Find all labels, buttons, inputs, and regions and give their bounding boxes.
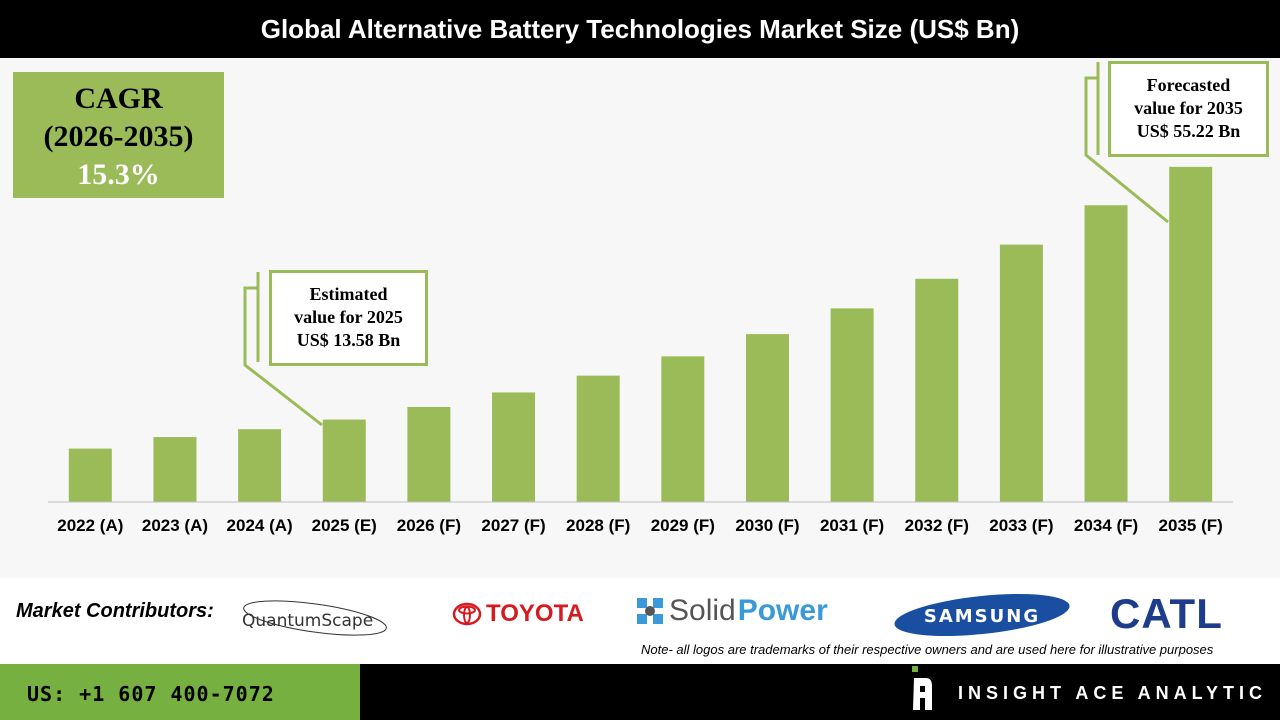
bar-2032-f- bbox=[915, 278, 959, 502]
bar-2024-a- bbox=[238, 429, 282, 502]
svg-text:QuantumScape: QuantumScape bbox=[242, 611, 373, 631]
svg-text:SAMSUNG: SAMSUNG bbox=[924, 606, 1040, 627]
samsung-logo: SAMSUNG bbox=[893, 593, 1071, 642]
x-tick-label: 2023 (A) bbox=[142, 516, 208, 535]
forecasted-leader-line bbox=[1084, 76, 1169, 224]
toyota-logo: TOYOTA bbox=[452, 600, 584, 628]
x-tick-label: 2031 (F) bbox=[820, 516, 884, 535]
brand-name: INSIGHT ACE ANALYTIC bbox=[958, 683, 1268, 703]
market-contributors: Market Contributors: QuantumScape TOYOTA… bbox=[0, 578, 1280, 664]
estimated-callout: Estimated value for 2025 US$ 13.58 Bn bbox=[269, 270, 428, 366]
bar-2031-f- bbox=[830, 308, 874, 502]
x-tick-label: 2029 (F) bbox=[651, 516, 715, 535]
cagr-box: CAGR (2026-2035) 15.3% bbox=[13, 72, 224, 198]
bar-2035-f- bbox=[1169, 166, 1213, 503]
x-tick-label: 2024 (A) bbox=[227, 516, 293, 535]
bar-2033-f- bbox=[999, 244, 1043, 502]
solid-text: Solid bbox=[669, 594, 736, 627]
cagr-period: (2026-2035) bbox=[43, 120, 194, 153]
x-tick-label: 2028 (F) bbox=[566, 516, 630, 535]
phone-number[interactable]: US: +1 607 400-7072 bbox=[0, 664, 360, 720]
x-tick-label: 2035 (F) bbox=[1159, 516, 1223, 535]
callout-line: US$ 55.22 Bn bbox=[1136, 121, 1241, 141]
catl-logo: CATL bbox=[1110, 590, 1223, 637]
x-tick-label: 2034 (F) bbox=[1074, 516, 1138, 535]
x-tick-label: 2026 (F) bbox=[397, 516, 461, 535]
x-tick-label: 2027 (F) bbox=[481, 516, 545, 535]
bar-2025-e- bbox=[322, 419, 366, 502]
logo-disclaimer: Note- all logos are trademarks of their … bbox=[641, 642, 1214, 657]
chart-title: Global Alternative Battery Technologies … bbox=[0, 0, 1280, 58]
bar-2030-f- bbox=[745, 334, 789, 502]
cagr-label: CAGR bbox=[74, 82, 163, 115]
bar-2029-f- bbox=[661, 356, 705, 502]
x-tick-label: 2032 (F) bbox=[905, 516, 969, 535]
bar-chart: 2022 (A) 2023 (A) 2024 (A) 2025 (E) 2026 (F)… bbox=[48, 62, 1233, 535]
solid-power-logo: Solid Power bbox=[637, 594, 828, 628]
solid-power-emblem-icon bbox=[637, 598, 663, 624]
footer-bar: INSIGHT ACE ANALYTIC bbox=[360, 664, 1280, 720]
callout-line: value for 2025 bbox=[294, 307, 403, 327]
callout-line: Estimated bbox=[309, 284, 388, 304]
forecasted-callout: Forecasted value for 2035 US$ 55.22 Bn bbox=[1108, 61, 1269, 157]
toyota-text: TOYOTA bbox=[486, 600, 584, 627]
power-text: Power bbox=[737, 594, 828, 627]
insight-ace-logo-icon bbox=[912, 666, 932, 710]
callout-line: Forecasted bbox=[1146, 75, 1231, 95]
x-tick-label: 2033 (F) bbox=[989, 516, 1053, 535]
bar-2026-f- bbox=[407, 406, 451, 502]
contributors-label: Market Contributors: bbox=[16, 600, 214, 622]
bar-2034-f- bbox=[1084, 205, 1128, 502]
bar-2028-f- bbox=[576, 375, 620, 502]
toyota-emblem-icon bbox=[452, 602, 482, 626]
callout-line: US$ 13.58 Bn bbox=[296, 330, 401, 350]
bar-2022-a- bbox=[68, 448, 112, 502]
bar-2027-f- bbox=[492, 392, 536, 502]
x-tick-label: 2025 (E) bbox=[312, 516, 377, 535]
bar-2023-a- bbox=[153, 437, 197, 502]
estimated-leader-line bbox=[243, 286, 323, 427]
cagr-value: 15.3% bbox=[77, 158, 160, 191]
x-tick-label: 2022 (A) bbox=[57, 516, 123, 535]
quantumscape-logo: QuantumScape bbox=[240, 598, 410, 643]
x-tick-label: 2030 (F) bbox=[735, 516, 799, 535]
callout-line: value for 2035 bbox=[1134, 98, 1243, 118]
